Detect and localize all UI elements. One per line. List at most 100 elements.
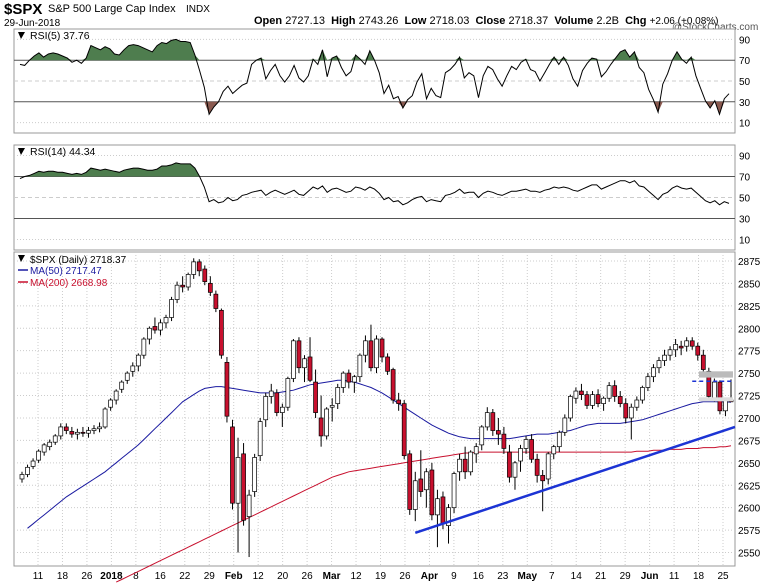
candle-body-95: [545, 453, 551, 480]
candle-body-127: [723, 399, 728, 412]
candle-body-102: [584, 394, 590, 406]
candle-body-25: [158, 322, 163, 331]
x-axis-label-7: 29: [204, 571, 216, 582]
candle-body-12: [86, 430, 91, 434]
x-axis-label-11: 26: [302, 571, 314, 582]
candle-body-59: [346, 372, 352, 383]
candle-body-71: [412, 480, 418, 510]
candle-body-42: [252, 457, 257, 492]
x-axis-label-4: 8: [133, 571, 139, 582]
candle-body-106: [606, 385, 612, 399]
candle-body-69: [401, 403, 407, 457]
candle-body-97: [556, 431, 562, 448]
candle-body-61: [357, 354, 363, 378]
candle-body-110: [628, 406, 634, 419]
candle-body-54: [318, 417, 324, 437]
candle-body-87: [501, 433, 507, 449]
x-axis-label-8: Feb: [225, 571, 243, 582]
candle-body-81: [468, 451, 474, 473]
candle-body-96: [551, 446, 557, 455]
price-tick-label-12: 2575: [738, 526, 761, 537]
candle-body-21: [135, 354, 141, 367]
price-marker-box: [699, 371, 733, 378]
price-tick-label-4: 2775: [738, 347, 761, 358]
candle-body-23: [147, 327, 152, 340]
x-axis-label-26: 11: [669, 571, 680, 582]
candle-body-8: [63, 426, 69, 431]
candle-body-120: [684, 340, 690, 347]
candle-body-17: [113, 390, 119, 401]
candle-body-60: [351, 376, 357, 383]
exchange-label: INDX: [186, 4, 210, 15]
rsi-tick-label-1-0: 90: [739, 152, 751, 163]
candle-body-103: [590, 394, 595, 406]
rsi-marker-icon-1: [18, 148, 25, 155]
candle-body-48: [285, 378, 291, 408]
candle-body-98: [562, 417, 568, 433]
candle-body-74: [429, 469, 435, 516]
candle-body-40: [241, 453, 246, 521]
candle-body-51: [302, 358, 307, 369]
price-panel-frame: [13, 251, 736, 567]
candle-body-76: [440, 496, 446, 525]
candle-body-18: [119, 381, 125, 390]
candle-body-36: [219, 309, 224, 356]
open-label: Open: [254, 15, 283, 27]
candle-body-89: [512, 462, 518, 478]
candle-body-20: [130, 365, 136, 372]
candle-body-73: [424, 471, 429, 491]
candle-body-113: [645, 376, 651, 388]
ohlc-readout: Open 2727.13 High 2743.26 Low 2718.03 Cl…: [254, 15, 719, 27]
candle-body-47: [279, 406, 285, 413]
x-axis-label-22: 14: [571, 571, 583, 582]
candle-body-111: [634, 399, 640, 408]
candle-body-83: [479, 426, 485, 446]
high-label: High: [331, 15, 356, 27]
x-axis-label-15: 26: [399, 571, 411, 582]
candle-body-105: [601, 397, 606, 404]
ma50-line: [27, 379, 732, 529]
candle-body-38: [230, 426, 235, 504]
rsi-line-1: [19, 162, 730, 206]
candle-body-90: [518, 448, 523, 462]
watermark: @StockCharts.com: [672, 22, 759, 33]
price-tick-label-2: 2825: [738, 302, 761, 313]
candle-body-116: [662, 354, 667, 361]
x-axis-label-0: 11: [33, 571, 44, 582]
price-tick-label-10: 2625: [738, 481, 761, 492]
candle-body-82: [473, 446, 479, 455]
price-tick-label-0: 2875: [738, 257, 761, 268]
volume-label: Volume: [554, 15, 594, 27]
candle-body-5: [47, 441, 53, 448]
candle-body-13: [91, 428, 97, 431]
candle-body-63: [368, 340, 374, 369]
high-value: 2743.26: [358, 15, 399, 27]
candle-body-4: [41, 444, 47, 453]
candle-body-121: [689, 340, 695, 347]
change-label: Chg: [625, 15, 647, 27]
candle-body-119: [678, 345, 684, 349]
price-tick-label-5: 2750: [738, 369, 761, 380]
candle-body-1: [25, 466, 30, 475]
price-tick-label-1: 2850: [738, 279, 761, 290]
x-axis-label-9: 12: [253, 571, 265, 582]
candle-body-53: [313, 381, 318, 413]
candle-body-125: [712, 381, 717, 399]
candle-body-94: [540, 475, 546, 482]
rsi-tick-label-1-1: 70: [739, 173, 751, 184]
candle-body-88: [507, 451, 512, 478]
x-axis-label-14: 19: [375, 571, 387, 582]
x-axis-label-24: 29: [620, 571, 632, 582]
price-tick-label-7: 2700: [738, 414, 761, 425]
x-axis-label-28: 25: [717, 571, 729, 582]
price-tick-label-9: 2650: [738, 459, 761, 470]
close-value: 2718.37: [508, 15, 549, 27]
candle-body-3: [36, 450, 41, 461]
rsi-label-0: RSI(5) 37.76: [30, 30, 90, 42]
candle-body-109: [623, 403, 629, 419]
x-axis-label-12: Mar: [323, 571, 341, 582]
candle-body-93: [534, 458, 540, 476]
candle-body-101: [579, 390, 584, 395]
rsi-tick-label-0-4: 10: [739, 119, 751, 130]
